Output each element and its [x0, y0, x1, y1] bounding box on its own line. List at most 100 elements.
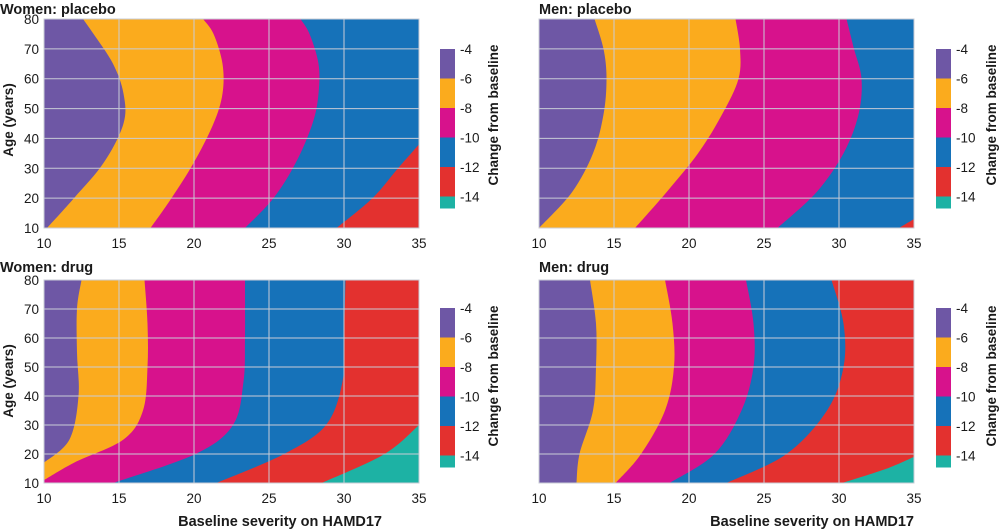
- x-axis-label: Baseline severity on HAMD17: [710, 514, 914, 530]
- region-neg12: [899, 219, 914, 228]
- x-tick-label: 15: [111, 236, 126, 251]
- region-neg12: [726, 280, 914, 483]
- colorbar-tick-label: -4: [460, 42, 472, 57]
- colorbar-swatch: [440, 167, 455, 197]
- y-tick-label: 40: [24, 389, 39, 404]
- y-tick-label: 50: [24, 360, 39, 375]
- x-tick-label: 20: [186, 491, 201, 506]
- colorbar-tick-label: -12: [956, 419, 976, 434]
- region-neg14: [321, 425, 419, 483]
- colorbar-tick-label: -10: [460, 390, 480, 405]
- colorbar: -4 -6 -8 -10 -12 -14: [440, 301, 480, 468]
- colorbar-label: Change from baseline: [984, 44, 999, 186]
- colorbar-tick-label: -14: [956, 190, 976, 205]
- y-tick-label: 70: [24, 302, 39, 317]
- panel-title: Women: placebo: [0, 2, 116, 18]
- region-neg10: [777, 19, 914, 228]
- colorbar-swatch: [440, 396, 455, 426]
- colorbar-swatch: [440, 455, 455, 468]
- x-tick-label: 35: [906, 491, 921, 506]
- colorbar: -4 -6 -8 -10 -12 -14: [936, 42, 976, 209]
- colorbar-swatch: [440, 426, 455, 456]
- y-axis-label: Age (years): [1, 83, 16, 157]
- y-tick-label: 30: [24, 418, 39, 433]
- colorbar-tick-label: -12: [460, 419, 480, 434]
- region-neg12: [216, 280, 419, 483]
- x-tick-label: 10: [36, 491, 51, 506]
- colorbar-swatch: [936, 396, 951, 426]
- y-tick-label: 70: [24, 42, 39, 57]
- panel-women-placebo: Women: placebo 10 20 30 40 50 60 70 80 10 15 20 25…: [0, 2, 501, 251]
- x-tick-label: 10: [531, 491, 546, 506]
- contour-plot: [43, 279, 420, 484]
- y-tick-label: 30: [24, 161, 39, 176]
- colorbar-tick-label: -6: [956, 331, 968, 346]
- colorbar-swatch: [936, 167, 951, 197]
- y-tick-label: 80: [24, 273, 39, 288]
- colorbar-tick-label: -14: [460, 449, 480, 464]
- colorbar-swatch: [440, 78, 455, 108]
- colorbar-swatch: [936, 367, 951, 397]
- colorbar-swatch: [440, 308, 455, 338]
- y-axis-label: Age (years): [1, 344, 16, 418]
- y-tick-label: 10: [24, 221, 39, 236]
- x-tick-label: 35: [411, 491, 426, 506]
- colorbar-swatch: [936, 137, 951, 167]
- x-axis-ticks: 10 15 20 25 30 35: [531, 236, 921, 251]
- colorbar-tick-label: -10: [956, 131, 976, 146]
- colorbar: -4 -6 -8 -10 -12 -14: [440, 42, 480, 209]
- colorbar-swatch: [936, 308, 951, 338]
- region-neg12: [336, 144, 419, 228]
- y-tick-label: 50: [24, 102, 39, 117]
- colorbar-tick-label: -8: [956, 360, 968, 375]
- contour-plot: [538, 279, 915, 484]
- colorbar-label: Change from baseline: [984, 305, 999, 447]
- x-tick-label: 30: [831, 236, 846, 251]
- x-tick-label: 25: [261, 491, 276, 506]
- colorbar-tick-label: -10: [956, 390, 976, 405]
- colorbar-tick-label: -12: [956, 160, 976, 175]
- colorbar-swatch: [440, 108, 455, 138]
- colorbar-tick-label: -4: [956, 42, 968, 57]
- colorbar-tick-label: -6: [956, 72, 968, 87]
- x-axis-label: Baseline severity on HAMD17: [178, 514, 382, 530]
- region-neg10: [245, 19, 419, 228]
- y-tick-label: 60: [24, 331, 39, 346]
- x-tick-label: 25: [756, 491, 771, 506]
- colorbar-swatch: [936, 49, 951, 79]
- x-tick-label: 10: [36, 236, 51, 251]
- plot-frame: [538, 279, 915, 484]
- colorbar-tick-label: -12: [460, 160, 480, 175]
- region-neg14: [842, 456, 914, 483]
- colorbar-tick-label: -6: [460, 331, 472, 346]
- colorbar-tick-label: -14: [956, 449, 976, 464]
- plot-frame: [43, 279, 420, 484]
- y-tick-label: 10: [24, 476, 39, 491]
- colorbar-tick-label: -14: [460, 190, 480, 205]
- x-tick-label: 30: [336, 236, 351, 251]
- panel-title: Women: drug: [0, 260, 93, 276]
- x-tick-label: 25: [756, 236, 771, 251]
- panel-men-placebo: Men: placebo 10 15 20 25 30 35 -4 -6 -8 -10 -12 -1…: [531, 2, 999, 251]
- plot-frame: [43, 18, 420, 229]
- y-axis-ticks: 10 20 30 40 50 60 70 80: [24, 273, 39, 491]
- colorbar-swatch: [936, 78, 951, 108]
- y-tick-label: 40: [24, 131, 39, 146]
- x-tick-label: 15: [111, 491, 126, 506]
- x-tick-label: 20: [681, 491, 696, 506]
- x-tick-label: 20: [186, 236, 201, 251]
- x-tick-label: 35: [411, 236, 426, 251]
- y-tick-label: 60: [24, 72, 39, 87]
- x-tick-label: 30: [831, 491, 846, 506]
- contour-plot: [43, 18, 420, 229]
- y-tick-label: 20: [24, 447, 39, 462]
- colorbar-label: Change from baseline: [486, 44, 501, 186]
- x-tick-label: 20: [681, 236, 696, 251]
- colorbar-tick-label: -8: [460, 360, 472, 375]
- y-axis-ticks: 10 20 30 40 50 60 70 80: [24, 12, 39, 236]
- x-tick-label: 30: [336, 491, 351, 506]
- panel-title: Men: placebo: [539, 2, 632, 18]
- panel-title: Men: drug: [539, 260, 609, 276]
- colorbar-swatch: [440, 137, 455, 167]
